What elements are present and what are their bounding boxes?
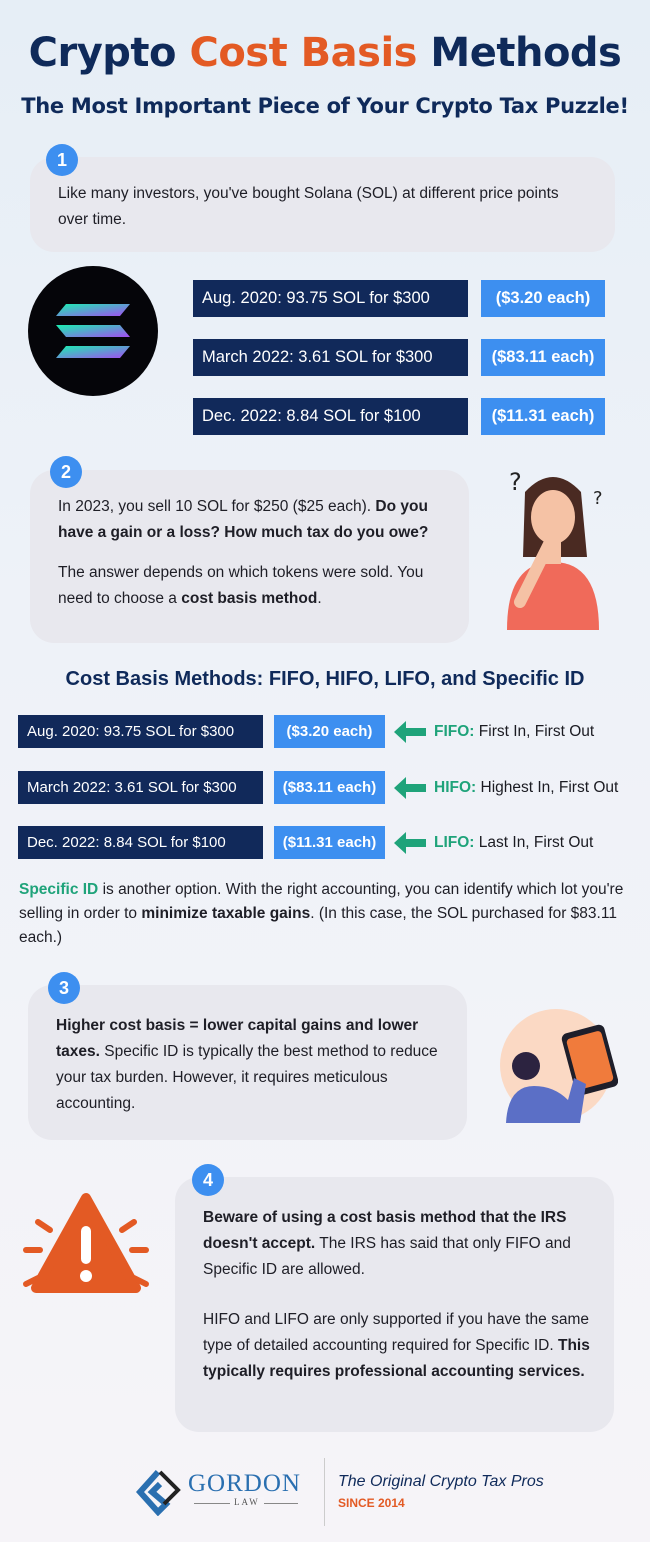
method-price: ($11.31 each) — [274, 826, 385, 859]
method-lot: Dec. 2022: 8.84 SOL for $100 — [18, 826, 263, 859]
svg-text:?: ? — [593, 488, 603, 509]
solana-logo-icon — [28, 266, 158, 396]
method-label: LIFO: Last In, First Out — [434, 834, 594, 851]
method-price: ($3.20 each) — [274, 715, 385, 748]
arrow-left-icon — [394, 721, 426, 743]
warning-icon — [18, 1188, 154, 1303]
page-subtitle: The Most Important Piece of Your Crypto … — [21, 94, 629, 118]
step-badge: 1 — [46, 144, 78, 176]
svg-text:?: ? — [509, 468, 522, 496]
step1-card: Like many investors, you've bought Solan… — [30, 157, 615, 252]
method-price: ($83.11 each) — [274, 771, 385, 804]
calculator-person-icon — [498, 1008, 619, 1128]
specific-id-paragraph: Specific ID is another option. With the … — [19, 881, 624, 946]
step-badge: 3 — [48, 972, 80, 1004]
methods-heading: Cost Basis Methods: FIFO, HIFO, LIFO, an… — [65, 668, 585, 690]
step-badge: 4 — [192, 1164, 224, 1196]
step3-card: Higher cost basis = lower capital gains … — [28, 985, 467, 1140]
purchase-lot: Dec. 2022: 8.84 SOL for $100 — [193, 398, 468, 435]
since-label: SINCE 2014 — [338, 1496, 405, 1510]
purchase-price: ($83.11 each) — [481, 339, 605, 376]
step2-card: In 2023, you sell 10 SOL for $250 ($25 e… — [30, 470, 469, 643]
purchase-lot: Aug. 2020: 93.75 SOL for $300 — [193, 280, 468, 317]
thinking-woman-icon: ? ? — [495, 462, 615, 637]
arrow-left-icon — [394, 777, 426, 799]
method-lot: Aug. 2020: 93.75 SOL for $300 — [18, 715, 263, 748]
purchase-lot: March 2022: 3.61 SOL for $300 — [193, 339, 468, 376]
purchase-price: ($3.20 each) — [481, 280, 605, 317]
tagline: The Original Crypto Tax Pros — [338, 1473, 544, 1490]
method-label: HIFO: Highest In, First Out — [434, 779, 619, 796]
method-label: FIFO: First In, First Out — [434, 723, 595, 740]
arrow-left-icon — [394, 832, 426, 854]
page-title: Crypto Cost Basis Methods — [28, 30, 622, 76]
method-lot: March 2022: 3.61 SOL for $300 — [18, 771, 263, 804]
step4-card: Beware of using a cost basis method that… — [175, 1177, 614, 1432]
gordon-law-logo: GORDON LAW — [136, 1468, 306, 1516]
footer-divider — [324, 1458, 325, 1526]
step-badge: 2 — [50, 456, 82, 488]
purchase-price: ($11.31 each) — [481, 398, 605, 435]
